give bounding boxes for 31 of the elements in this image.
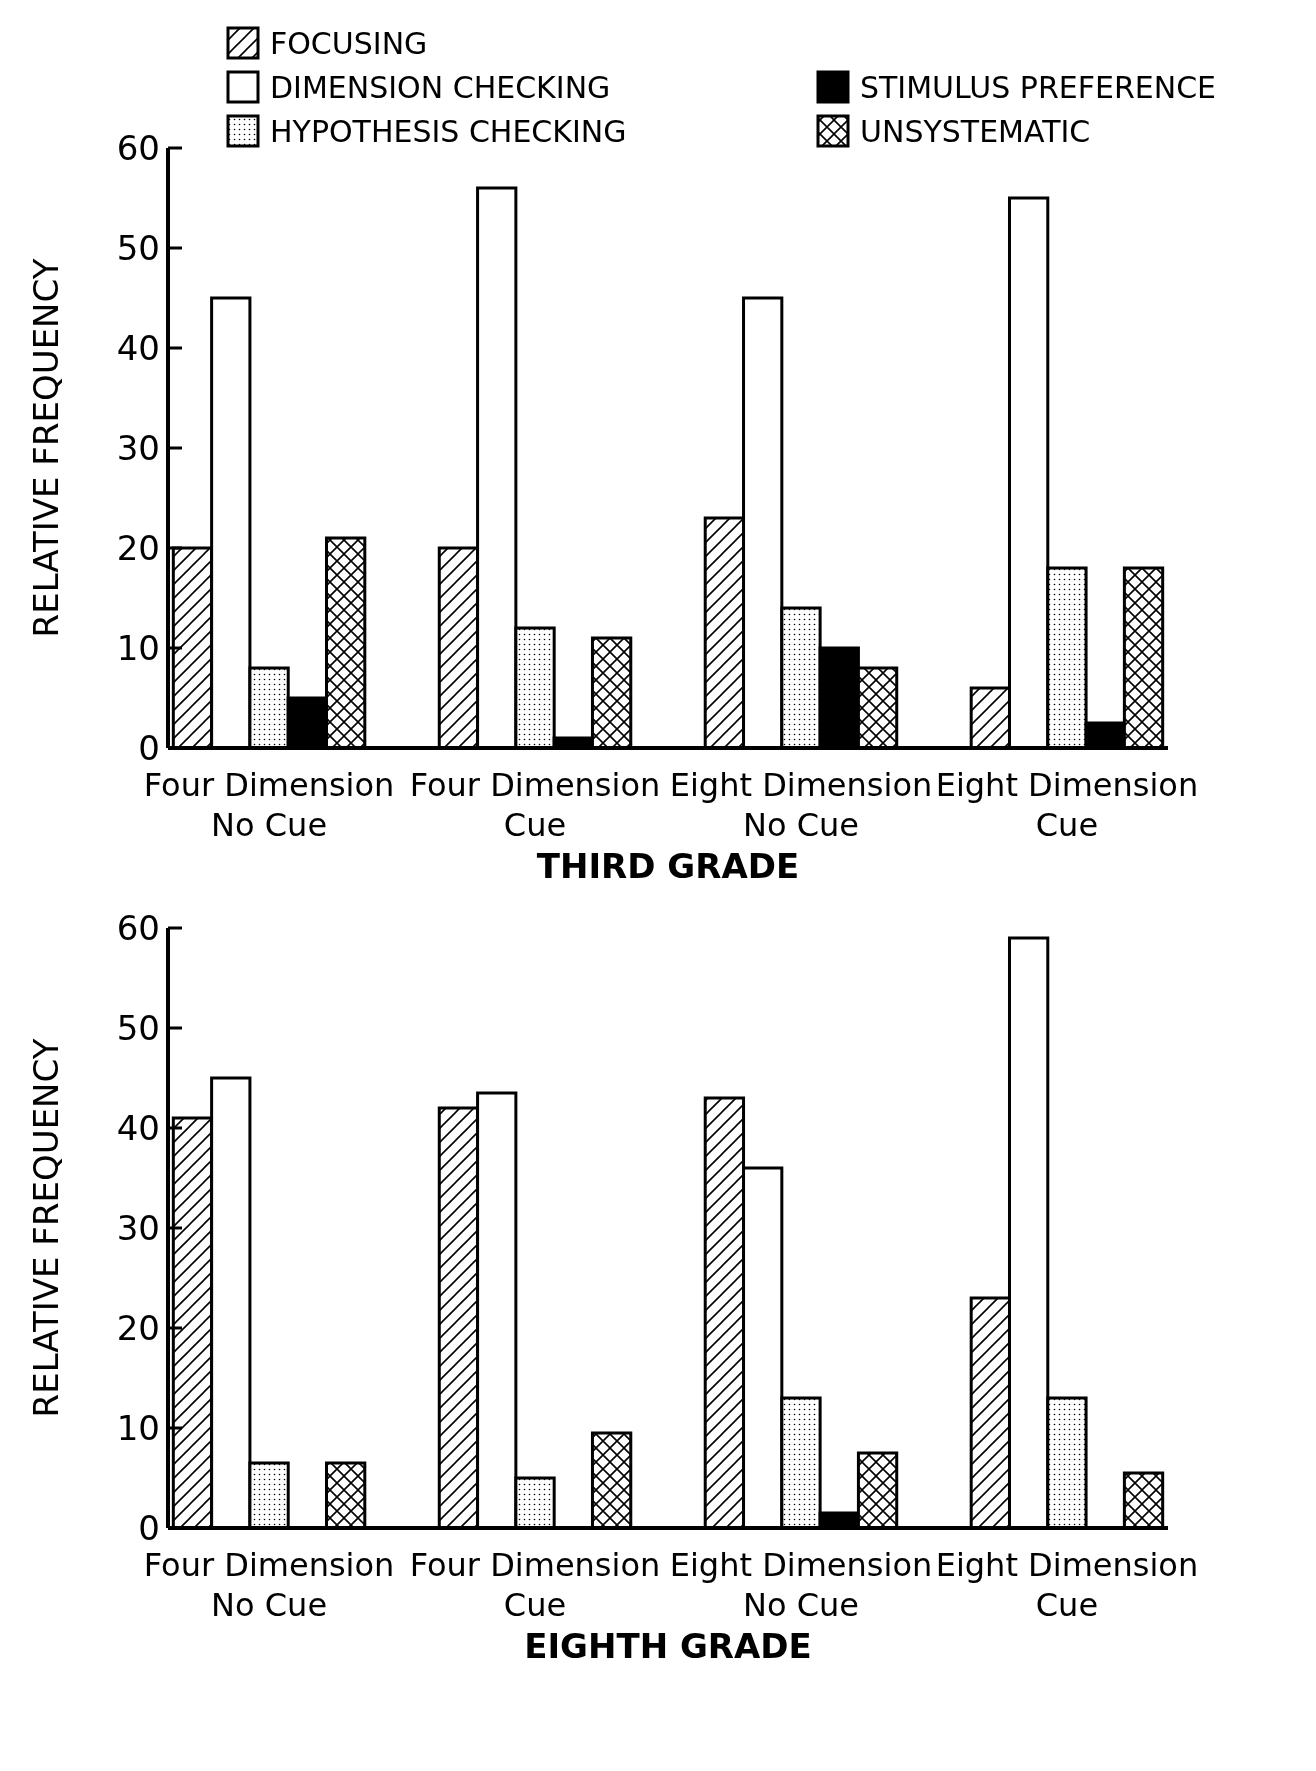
y-tick-label: 0 xyxy=(138,727,160,768)
y-tick-label: 50 xyxy=(116,227,160,268)
y-tick-label: 60 xyxy=(116,907,160,948)
y-tick-label: 0 xyxy=(138,1507,160,1548)
x-tick-label: Four Dimension Cue xyxy=(409,766,661,844)
y-tick-label: 20 xyxy=(116,1307,160,1348)
legend-label: DIMENSION CHECKING xyxy=(270,69,611,105)
y-axis-title: RELATIVE FREQUENCY xyxy=(26,258,66,638)
x-tick-label: Eight Dimension No Cue xyxy=(669,766,933,844)
y-axis-title: RELATIVE FREQUENCY xyxy=(26,1038,66,1418)
y-tick-label: 20 xyxy=(116,527,160,568)
x-tick-label: Four Dimension No Cue xyxy=(143,766,395,844)
y-tick-label: 10 xyxy=(116,627,160,668)
y-tick-label: 60 xyxy=(116,127,160,168)
x-axis-title: EIGHTH GRADE xyxy=(524,1626,812,1666)
x-tick-label: Eight Dimension No Cue xyxy=(669,1546,933,1624)
legend-label: HYPOTHESIS CHECKING xyxy=(270,113,627,149)
x-tick-label: Four Dimension No Cue xyxy=(143,1546,395,1624)
x-tick-label: Eight Dimension Cue xyxy=(935,766,1199,844)
legend-label: STIMULUS PREFERENCE xyxy=(860,69,1217,105)
x-axis-title: THIRD GRADE xyxy=(536,846,800,886)
y-tick-label: 30 xyxy=(116,1207,160,1248)
y-tick-label: 40 xyxy=(116,1107,160,1148)
y-tick-label: 10 xyxy=(116,1407,160,1448)
y-tick-label: 50 xyxy=(116,1007,160,1048)
y-tick-label: 30 xyxy=(116,427,160,468)
legend-label: FOCUSING xyxy=(270,25,428,61)
x-tick-label: Eight Dimension Cue xyxy=(935,1546,1199,1624)
y-tick-label: 40 xyxy=(116,327,160,368)
x-tick-label: Four Dimension Cue xyxy=(409,1546,661,1624)
legend-label: UNSYSTEMATIC xyxy=(860,113,1091,149)
